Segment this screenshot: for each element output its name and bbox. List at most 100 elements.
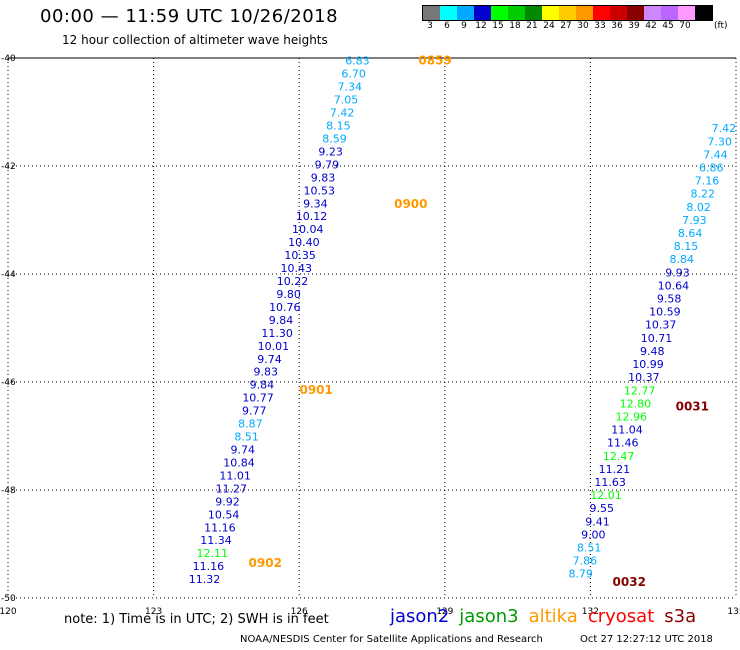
satellite-legend: jason2 jason3 altika cryosat s3a (390, 606, 706, 627)
legend-swatch (542, 6, 559, 20)
wave-height-label: 8.51 (234, 431, 259, 444)
wave-height-label: 9.34 (303, 197, 328, 210)
wave-height-label: 8.51 (577, 541, 602, 554)
credit-line: NOAA/NESDIS Center for Satellite Applica… (240, 634, 543, 645)
legend-label: 9 (461, 21, 467, 31)
wave-height-label: 10.37 (628, 371, 660, 384)
legend-swatch (678, 6, 695, 20)
wave-height-label: 11.27 (216, 482, 248, 495)
x-tick-label: 123 (145, 607, 162, 617)
legend-swatch (644, 6, 661, 20)
legend-swatch (661, 6, 678, 20)
wave-height-label: 11.04 (611, 424, 643, 437)
legend-label: 3 (427, 21, 433, 31)
wave-height-label: 7.44 (703, 148, 728, 161)
wave-height-label: 12.01 (590, 489, 622, 502)
y-tick-label: -44 (1, 270, 16, 280)
wave-height-label: 11.30 (261, 327, 293, 340)
legend-label: 42 (645, 21, 657, 31)
wave-height-label: 9.92 (215, 495, 240, 508)
wave-height-label: 10.40 (288, 236, 320, 249)
legend-swatch (525, 6, 542, 20)
wave-height-label: 9.80 (276, 288, 301, 301)
generation-timestamp: Oct 27 12:27:12 UTC 2018 (580, 634, 713, 645)
wave-height-label: 8.15 (326, 120, 351, 133)
wave-height-label: 7.86 (573, 555, 598, 568)
wave-height-label: 8.64 (678, 227, 703, 240)
wave-height-label: 10.64 (658, 279, 690, 292)
wave-height-label: 7.05 (334, 94, 359, 107)
wave-height-label: 8.22 (691, 188, 716, 201)
wave-height-label: 7.42 (330, 107, 355, 120)
y-tick-label: -50 (1, 594, 16, 604)
wave-height-label: 10.12 (296, 210, 328, 223)
wave-height-label: 6.83 (345, 55, 370, 68)
wave-height-label: 9.79 (315, 158, 340, 171)
wave-height-label: 8.87 (238, 418, 263, 431)
satellite-label: jason3 (459, 606, 519, 627)
legend-label: 6 (444, 21, 450, 31)
legend-label: 30 (577, 21, 589, 31)
wave-height-label: 10.35 (284, 249, 316, 262)
chart-subtitle: 12 hour collection of altimeter wave hei… (62, 33, 328, 47)
wave-height-label: 10.43 (281, 262, 313, 275)
wave-height-label: 11.32 (189, 573, 221, 586)
wave-height-label: 12.11 (196, 547, 228, 560)
wave-height-label: 10.37 (645, 319, 677, 332)
satellite-label: cryosat (587, 606, 655, 627)
legend-label: 36 (611, 21, 623, 31)
wave-height-label: 9.83 (253, 366, 278, 379)
wave-height-label: 6.70 (341, 68, 366, 81)
satellite-label: jason2 (390, 606, 450, 627)
wave-height-label: 9.23 (318, 145, 343, 158)
color-scale-labels: 3 6 9 12 15 18 21 24 27 30 33 36 39 42 45 70 (422, 21, 740, 35)
wave-height-label: 7.34 (338, 81, 363, 94)
legend-swatch (576, 6, 593, 20)
wave-height-label: 10.54 (208, 508, 240, 521)
wave-height-label: 9.77 (242, 405, 267, 418)
wave-height-label: 8.02 (686, 201, 711, 214)
wave-height-label: 10.71 (641, 332, 673, 345)
wave-height-label: 9.93 (665, 266, 690, 279)
wave-height-label: 10.76 (269, 301, 301, 314)
tick-labels: 120 123 126 129 132 135 -40 -42 -44 -46 -48 -50 (0, 54, 740, 617)
y-tick-label: -40 (1, 54, 16, 64)
x-tick-label: 132 (582, 607, 599, 617)
wave-height-label: 9.74 (257, 353, 282, 366)
wave-height-label: 7.93 (682, 214, 707, 227)
wave-height-label: 10.04 (292, 223, 324, 236)
x-tick-label: 135 (727, 607, 740, 617)
legend-swatch (457, 6, 474, 20)
legend-label: 39 (628, 21, 640, 31)
wave-height-label: 8.84 (670, 253, 695, 266)
wave-height-label: 9.55 (589, 502, 614, 515)
legend-label: 21 (526, 21, 538, 31)
legend-swatch (440, 6, 457, 20)
wave-height-label: 9.74 (231, 444, 256, 457)
legend-swatch (610, 6, 627, 20)
pass-time-label: 0901 (299, 383, 332, 397)
wave-height-label: 9.58 (657, 293, 682, 306)
y-tick-label: -48 (1, 486, 16, 496)
pass-time-label: 0900 (394, 197, 427, 211)
wave-height-label: 12.96 (615, 410, 647, 423)
legend-label: 15 (492, 21, 504, 31)
wave-height-label: 10.99 (632, 358, 664, 371)
time-labels: 0859 0900 0901 0902 0031 0032 (249, 54, 709, 589)
legend-swatch (627, 6, 644, 20)
legend-swatch (593, 6, 610, 20)
wave-height-label: 11.16 (193, 560, 225, 573)
legend-label: 70 (679, 21, 691, 31)
legend-swatch (491, 6, 508, 20)
y-tick-label: -46 (1, 378, 16, 388)
wave-height-label: 9.84 (250, 379, 275, 392)
legend-label: 12 (475, 21, 487, 31)
grid-lines (7, 57, 737, 599)
pass-time-label: 0902 (249, 556, 282, 570)
wave-height-label: 9.84 (269, 314, 294, 327)
legend-swatch (474, 6, 491, 20)
wave-height-label: 11.34 (200, 534, 232, 547)
wave-height-label: 9.41 (585, 515, 610, 528)
wave-height-label: 8.59 (322, 132, 347, 145)
wave-height-label: 9.83 (311, 171, 336, 184)
